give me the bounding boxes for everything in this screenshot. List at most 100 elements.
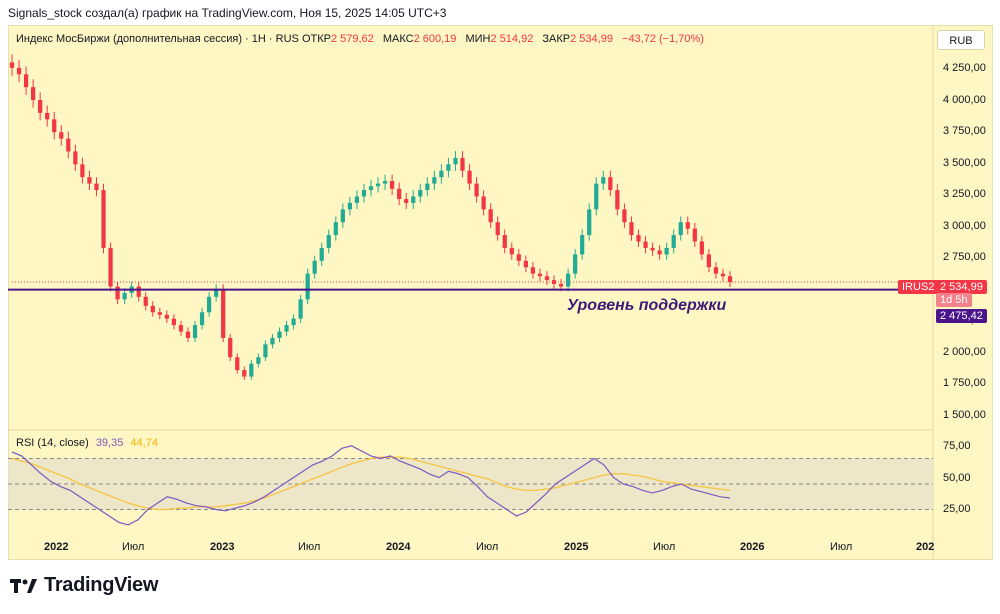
candle-body	[516, 254, 521, 261]
rsi-ma-value: 44,74	[130, 437, 158, 449]
candle-body	[460, 157, 465, 171]
currency-button[interactable]: RUB	[937, 30, 985, 50]
time-axis-label: 2026	[740, 541, 765, 553]
rsi-axis-label: 50,00	[943, 472, 971, 484]
candle-body	[305, 273, 310, 300]
candle-body	[150, 305, 155, 313]
candle-body	[580, 235, 585, 255]
legend-close-value: 2 534,99	[570, 33, 613, 45]
candle-body	[263, 344, 268, 358]
legend-low-label: МИН	[465, 33, 491, 45]
legend-open-label: ОТКР	[301, 33, 331, 45]
rsi-line	[11, 445, 731, 526]
countdown-tag: 1d 5h	[936, 293, 972, 307]
support-price-tag: 2 475,42	[936, 309, 987, 323]
candle-body	[594, 183, 599, 210]
price-axis-label: 4 250,00	[943, 62, 986, 74]
candle-body	[720, 273, 726, 277]
rsi-value: 39,35	[95, 437, 124, 449]
legend-close-label: ЗАКР	[542, 33, 571, 45]
price-axis-label: 2 000,00	[943, 346, 986, 358]
candle-body	[418, 190, 423, 197]
candle-body	[411, 196, 416, 203]
time-axis-label: 202	[916, 541, 935, 553]
candle-body	[509, 247, 514, 255]
legend-high-label: МАКС	[382, 33, 414, 45]
candle-body	[432, 177, 437, 184]
candle-body	[481, 196, 486, 210]
candle-body	[80, 164, 85, 178]
candle-body	[347, 202, 352, 210]
candle-body	[404, 199, 409, 203]
brand-name: TradingView	[44, 574, 159, 596]
candle-body	[214, 289, 219, 297]
candle-body	[185, 331, 191, 338]
price-axis-label: 3 000,00	[943, 220, 986, 232]
legend-high-value: 2 600,19	[413, 33, 457, 45]
candle-body	[643, 241, 648, 248]
candle-body	[713, 267, 719, 274]
candle-body	[108, 247, 113, 287]
candle-body	[530, 267, 536, 274]
candle-body	[692, 228, 697, 242]
candle-body	[59, 132, 64, 139]
time-axis-label: Июл	[476, 541, 499, 553]
candle-body	[242, 370, 247, 377]
candle-body	[38, 100, 43, 113]
candle-body	[587, 209, 592, 236]
candle-body	[488, 209, 493, 223]
candle-body	[467, 170, 472, 184]
candle-body	[354, 196, 360, 203]
candle-body	[284, 325, 289, 332]
candle-body	[178, 325, 184, 332]
time-axis-label: 2022	[44, 541, 69, 553]
legend-symbol: Индекс МосБиржи (дополнительная сессия) …	[16, 33, 299, 45]
symbol-price-tag: IRUS2	[898, 280, 939, 294]
candle-body	[340, 209, 345, 223]
candle-body	[608, 177, 613, 191]
time-axis-label: Июл	[122, 541, 145, 553]
candle-body	[650, 247, 655, 251]
candle-body	[495, 222, 500, 236]
price-axis-label: 3 750,00	[943, 125, 986, 137]
candle-body	[333, 222, 338, 236]
candle-body	[312, 260, 317, 274]
candle-body	[115, 286, 120, 300]
candle-body	[397, 188, 402, 200]
candle-body	[221, 289, 226, 338]
candle-body	[206, 296, 212, 313]
candle-body	[537, 273, 543, 277]
price-axis-label: 3 250,00	[943, 188, 986, 200]
candle-body	[558, 283, 564, 287]
candle-body	[727, 276, 733, 283]
candle-body	[474, 183, 479, 197]
candle-body	[502, 235, 507, 248]
time-axis-label: Июл	[830, 541, 853, 553]
candle-body	[439, 170, 444, 178]
candle-body	[45, 112, 50, 120]
candle-body	[164, 314, 169, 319]
candle-body	[699, 241, 704, 255]
candle-body	[157, 312, 162, 315]
candle-body	[270, 337, 275, 345]
candle-body	[678, 222, 683, 236]
candle-body	[615, 190, 620, 210]
candle-body	[671, 235, 676, 248]
candle-body	[16, 67, 22, 75]
price-axis-label: 1 750,00	[943, 377, 986, 389]
candle-body	[326, 235, 331, 248]
rsi-axis-label: 25,00	[943, 503, 971, 515]
candle-body	[685, 222, 690, 229]
candle-body	[52, 119, 57, 133]
candle-body	[101, 190, 106, 248]
candle-body	[565, 273, 571, 287]
last-price-tag: 2 534,99	[936, 280, 987, 294]
candle-body	[9, 62, 15, 68]
candle-body	[192, 325, 198, 338]
time-axis-label: Июл	[653, 541, 676, 553]
legend-low-value: 2 514,92	[490, 33, 534, 45]
time-axis-label: 2025	[564, 541, 589, 553]
tradingview-logo[interactable]: TradingView	[10, 574, 158, 597]
candle-body	[256, 357, 261, 364]
